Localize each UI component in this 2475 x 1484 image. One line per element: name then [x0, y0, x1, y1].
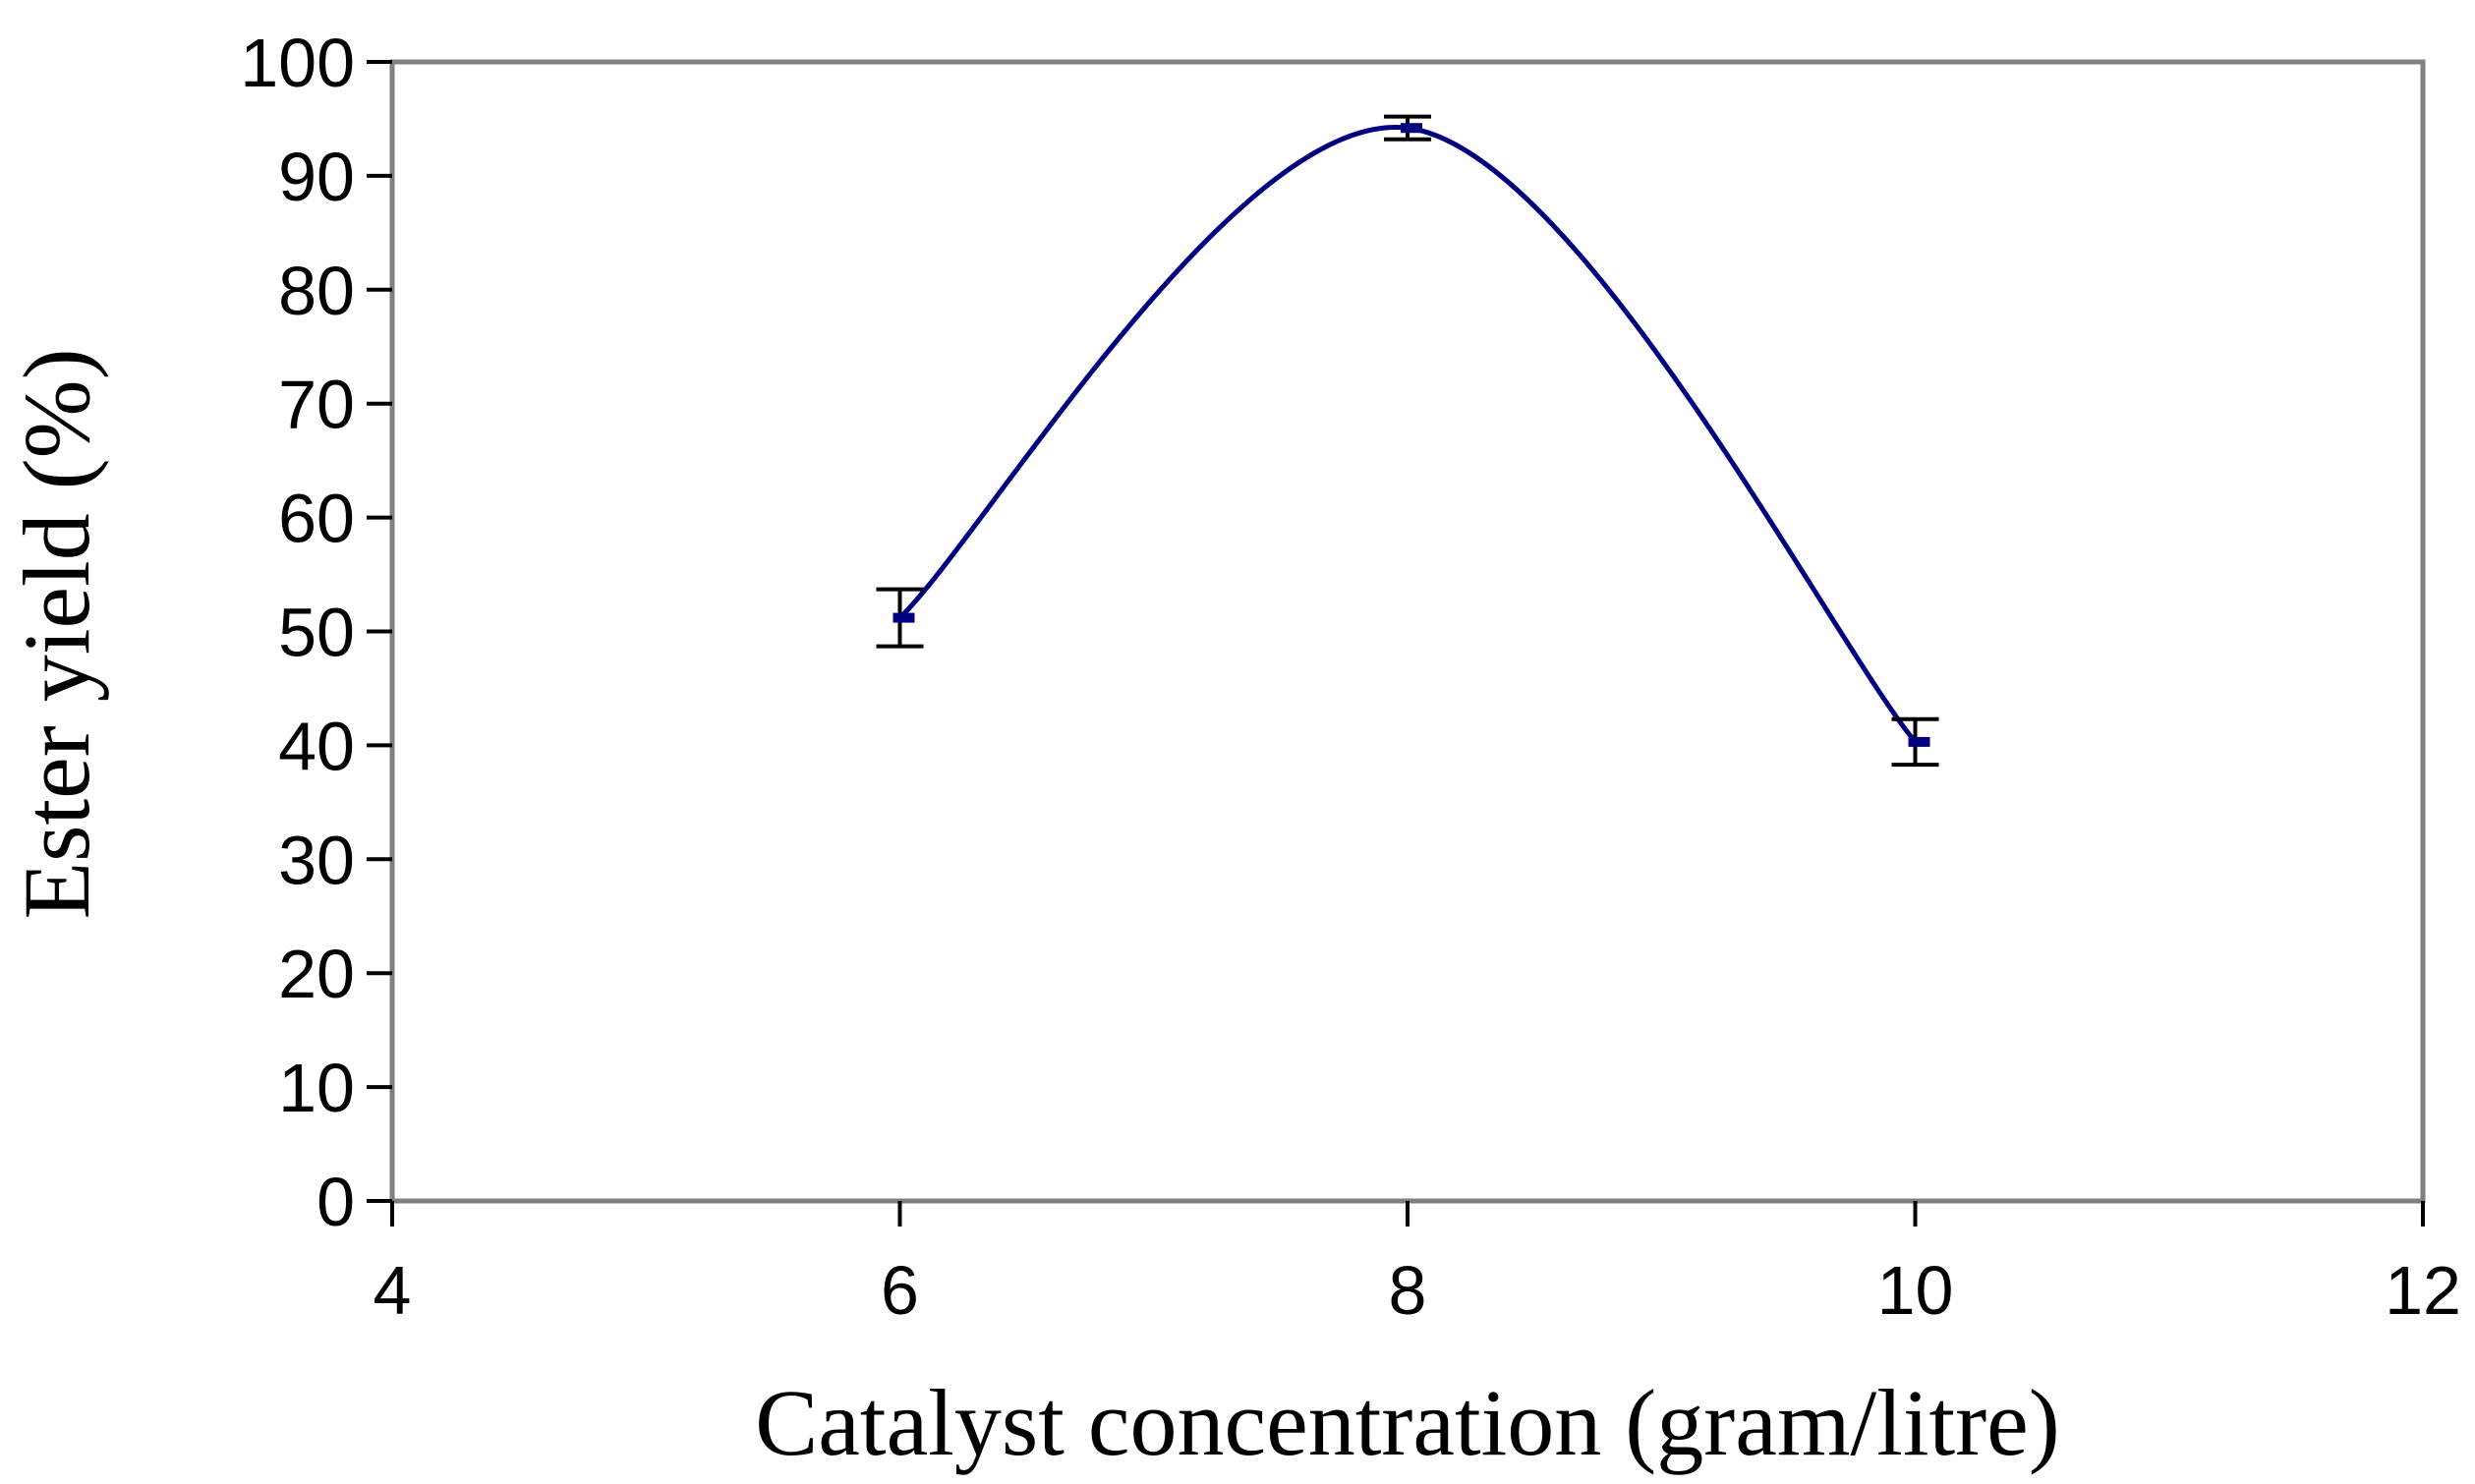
y-tick-label: 80: [278, 253, 355, 329]
y-tick-label: 90: [278, 139, 355, 215]
x-axis: 4 6 8 10 12: [374, 1201, 2461, 1329]
y-axis: 0 10 20 30 40 50 60 70 80 90 100: [240, 25, 392, 1240]
series-layer: [876, 114, 1939, 768]
x-tick-label: 4: [374, 1252, 412, 1329]
y-tick-label: 40: [278, 708, 355, 784]
x-tick-label: 8: [1389, 1252, 1427, 1329]
y-tick-label: 20: [278, 936, 355, 1012]
x-axis-title: Catalyst concentration (gram/litre): [755, 1370, 2060, 1475]
y-tick-label: 10: [278, 1050, 355, 1126]
y-tick-label: 0: [317, 1164, 355, 1240]
x-tick-label: 10: [1877, 1252, 1954, 1329]
x-tick-label: 12: [2385, 1252, 2461, 1329]
y-axis-title: Ester yield (%): [4, 348, 109, 919]
data-point: [892, 612, 915, 623]
data-point: [1401, 123, 1422, 134]
y-tick-label: 70: [278, 367, 355, 443]
data-point: [1908, 736, 1930, 747]
y-tick-label: 60: [278, 481, 355, 557]
y-tick-label: 50: [278, 595, 355, 671]
plot-area: [389, 59, 2426, 1204]
y-tick-label: 30: [278, 822, 355, 898]
x-tick-label: 6: [881, 1252, 919, 1329]
y-tick-label: 100: [240, 25, 355, 101]
